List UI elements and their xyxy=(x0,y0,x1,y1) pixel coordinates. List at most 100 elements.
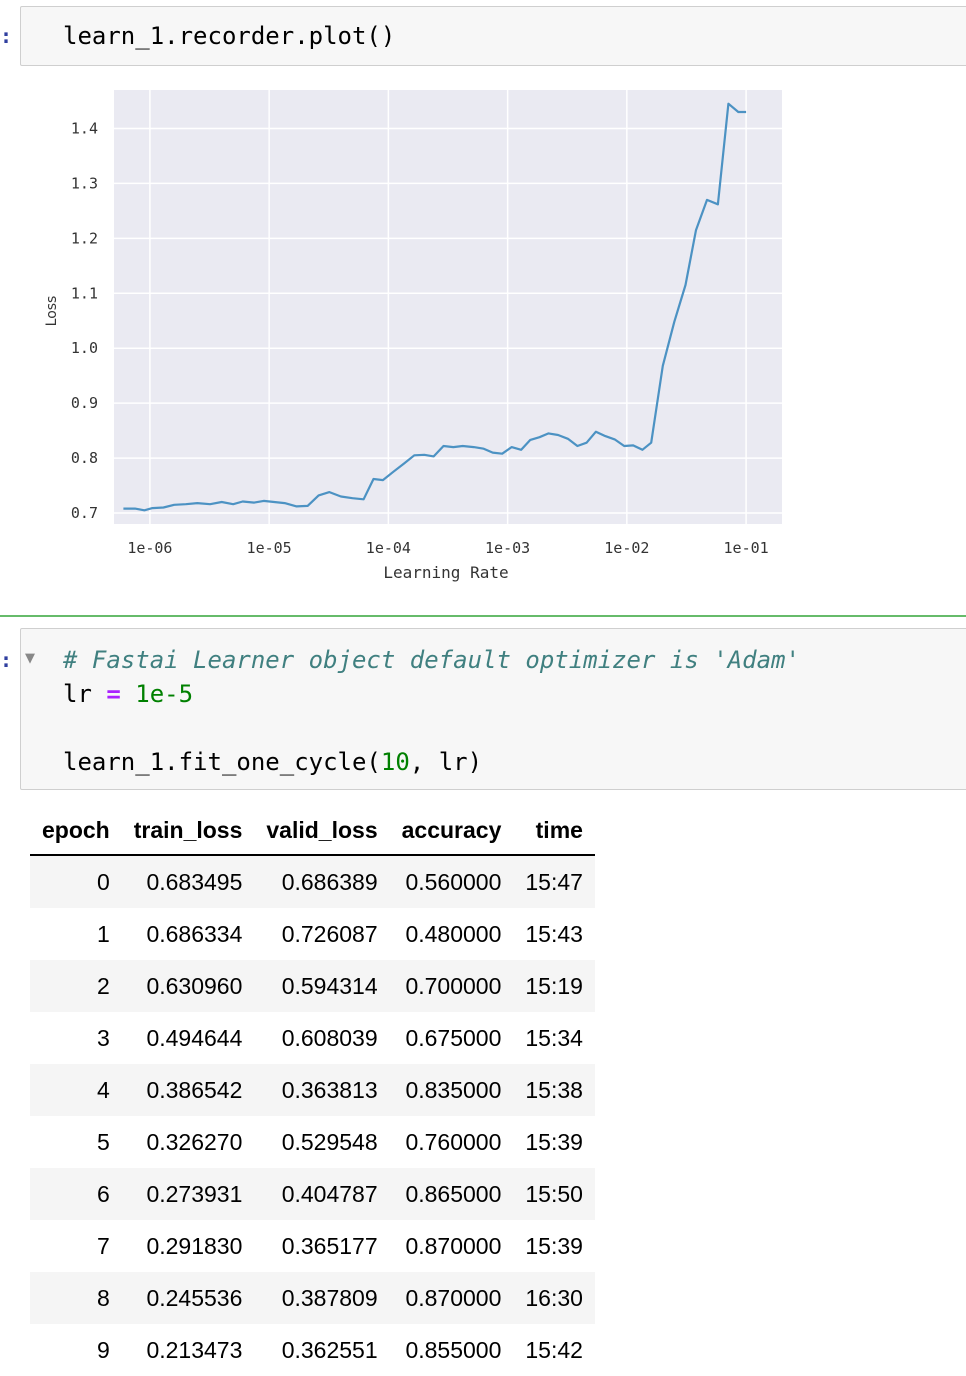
y-tick-labels: 0.7 0.8 0.9 1.0 1.1 1.2 1.3 1.4 xyxy=(71,119,98,522)
x-tick-labels: 1e-06 1e-05 1e-04 1e-03 1e-02 1e-01 xyxy=(127,539,768,557)
cell-accuracy: 0.855000 xyxy=(405,1336,502,1363)
code-call-rest: , lr) xyxy=(409,748,483,776)
cell-time: 15:34 xyxy=(525,1024,583,1051)
y-tick-label: 1.2 xyxy=(71,229,98,247)
code-comment: # Fastai Learner object default optimize… xyxy=(63,646,800,674)
x-tick-label: 1e-04 xyxy=(366,539,411,557)
cell-epoch: 2 xyxy=(30,960,122,1012)
table-row: 6 0.273931 0.404787 0.865000 15:50 xyxy=(30,1168,595,1220)
cell-time: 15:43 xyxy=(525,920,583,947)
x-tick-label: 1e-02 xyxy=(604,539,649,557)
code-number: 1e-5 xyxy=(120,680,194,708)
cell-valid-loss: 0.608039 xyxy=(281,1024,378,1051)
cell-epoch: 5 xyxy=(96,1128,110,1155)
cell-epoch: 4 xyxy=(30,1064,122,1116)
x-tick-label: 1e-03 xyxy=(485,539,530,557)
cell-time: 15:19 xyxy=(513,960,595,1012)
cell-train-loss: 0.630960 xyxy=(121,960,255,1012)
cell-valid-loss: 0.529548 xyxy=(281,1128,378,1155)
cell-accuracy: 0.675000 xyxy=(405,1024,502,1051)
cell-valid-loss: 0.363813 xyxy=(254,1064,390,1116)
y-tick-label: 1.3 xyxy=(71,174,98,192)
collapse-arrow-icon[interactable]: ▼ xyxy=(25,651,35,666)
cell-train-loss: 0.494644 xyxy=(146,1024,243,1051)
cell-accuracy: 0.835000 xyxy=(389,1064,514,1116)
code-variable: lr xyxy=(63,680,107,708)
y-tick-label: 1.4 xyxy=(71,119,98,137)
cell-accuracy: 0.480000 xyxy=(405,920,502,947)
y-tick-label: 1.0 xyxy=(71,339,98,357)
code-operator: = xyxy=(106,680,121,708)
cell-epoch: 1 xyxy=(96,920,110,947)
code-line-plot-call: learn_1.recorder.plot() xyxy=(63,22,396,50)
column-header-valid-loss: valid_loss xyxy=(254,806,390,856)
code-line-fit-call: learn_1.fit_one_cycle(10, lr) xyxy=(63,747,482,777)
cell-epoch: 3 xyxy=(96,1024,110,1051)
y-axis-label: Loss xyxy=(44,296,60,327)
cell-accuracy: 0.560000 xyxy=(389,855,514,908)
cell-train-loss: 0.245536 xyxy=(121,1272,255,1324)
cell-epoch: 6 xyxy=(30,1168,122,1220)
column-header-train-loss: train_loss xyxy=(121,806,255,856)
cell-valid-loss: 0.365177 xyxy=(281,1232,378,1259)
cell-time: 15:42 xyxy=(525,1336,583,1363)
cell-epoch: 9 xyxy=(96,1336,110,1363)
cell-accuracy: 0.870000 xyxy=(405,1232,502,1259)
table-row: 0 0.683495 0.686389 0.560000 15:47 xyxy=(30,855,595,908)
cell-prompt-marker: : xyxy=(0,24,13,48)
table-row: 4 0.386542 0.363813 0.835000 15:38 xyxy=(30,1064,595,1116)
table-row: 1 0.686334 0.726087 0.480000 15:43 xyxy=(30,908,595,960)
code-cell-plot[interactable]: learn_1.recorder.plot() xyxy=(20,6,966,66)
y-tick-label: 0.9 xyxy=(71,394,98,412)
cell-epoch: 7 xyxy=(96,1232,110,1259)
cell-train-loss: 0.326270 xyxy=(146,1128,243,1155)
cell-time: 15:39 xyxy=(525,1232,583,1259)
table-row: 8 0.245536 0.387809 0.870000 16:30 xyxy=(30,1272,595,1324)
cell-valid-loss: 0.404787 xyxy=(254,1168,390,1220)
series-layer xyxy=(123,102,747,512)
column-header-time: time xyxy=(513,806,595,856)
table-row: 2 0.630960 0.594314 0.700000 15:19 xyxy=(30,960,595,1012)
training-results-table: epoch train_loss valid_loss accuracy tim… xyxy=(30,806,595,1376)
cell-valid-loss: 0.594314 xyxy=(254,960,390,1012)
loss-series-line xyxy=(123,102,747,512)
code-call: learn_1.fit_one_cycle( xyxy=(63,748,381,776)
cell-prompt-marker: : xyxy=(0,648,13,672)
cell-train-loss: 0.273931 xyxy=(121,1168,255,1220)
cell-epoch: 0 xyxy=(30,855,122,908)
cell-time: 15:39 xyxy=(525,1128,583,1155)
table-row: 7 0.291830 0.365177 0.870000 15:39 xyxy=(30,1220,595,1272)
cell-train-loss: 0.683495 xyxy=(121,855,255,908)
y-tick-label: 1.1 xyxy=(71,284,98,302)
cell-valid-loss: 0.362551 xyxy=(281,1336,378,1363)
cell-accuracy: 0.865000 xyxy=(389,1168,514,1220)
grid-lines xyxy=(114,90,782,524)
code-line-comment: # Fastai Learner object default optimize… xyxy=(63,645,800,675)
y-tick-label: 0.8 xyxy=(71,449,98,467)
column-header-accuracy: accuracy xyxy=(389,806,514,856)
cell-time: 15:38 xyxy=(513,1064,595,1116)
cell-time: 15:47 xyxy=(513,855,595,908)
cell-epoch: 8 xyxy=(30,1272,122,1324)
column-header-epoch: epoch xyxy=(30,806,122,856)
cell-time: 15:50 xyxy=(513,1168,595,1220)
cell-train-loss: 0.386542 xyxy=(121,1064,255,1116)
x-tick-label: 1e-06 xyxy=(127,539,172,557)
cell-train-loss: 0.291830 xyxy=(146,1232,243,1259)
plot-area xyxy=(114,90,782,524)
cell-valid-loss: 0.387809 xyxy=(254,1272,390,1324)
table-row: 9 0.213473 0.362551 0.855000 15:42 xyxy=(30,1324,595,1376)
x-tick-label: 1e-05 xyxy=(247,539,292,557)
cell-accuracy: 0.870000 xyxy=(389,1272,514,1324)
table-row: 5 0.326270 0.529548 0.760000 15:39 xyxy=(30,1116,595,1168)
cell-divider xyxy=(0,615,966,617)
cell-accuracy: 0.700000 xyxy=(389,960,514,1012)
y-tick-label: 0.7 xyxy=(71,504,98,522)
x-axis-label: Learning Rate xyxy=(383,563,508,582)
cell-time: 16:30 xyxy=(513,1272,595,1324)
code-number: 10 xyxy=(380,748,410,776)
code-cell-fit[interactable]: ▼ # Fastai Learner object default optimi… xyxy=(20,628,966,790)
table-row: 3 0.494644 0.608039 0.675000 15:34 xyxy=(30,1012,595,1064)
cell-accuracy: 0.760000 xyxy=(405,1128,502,1155)
x-tick-label: 1e-01 xyxy=(724,539,769,557)
